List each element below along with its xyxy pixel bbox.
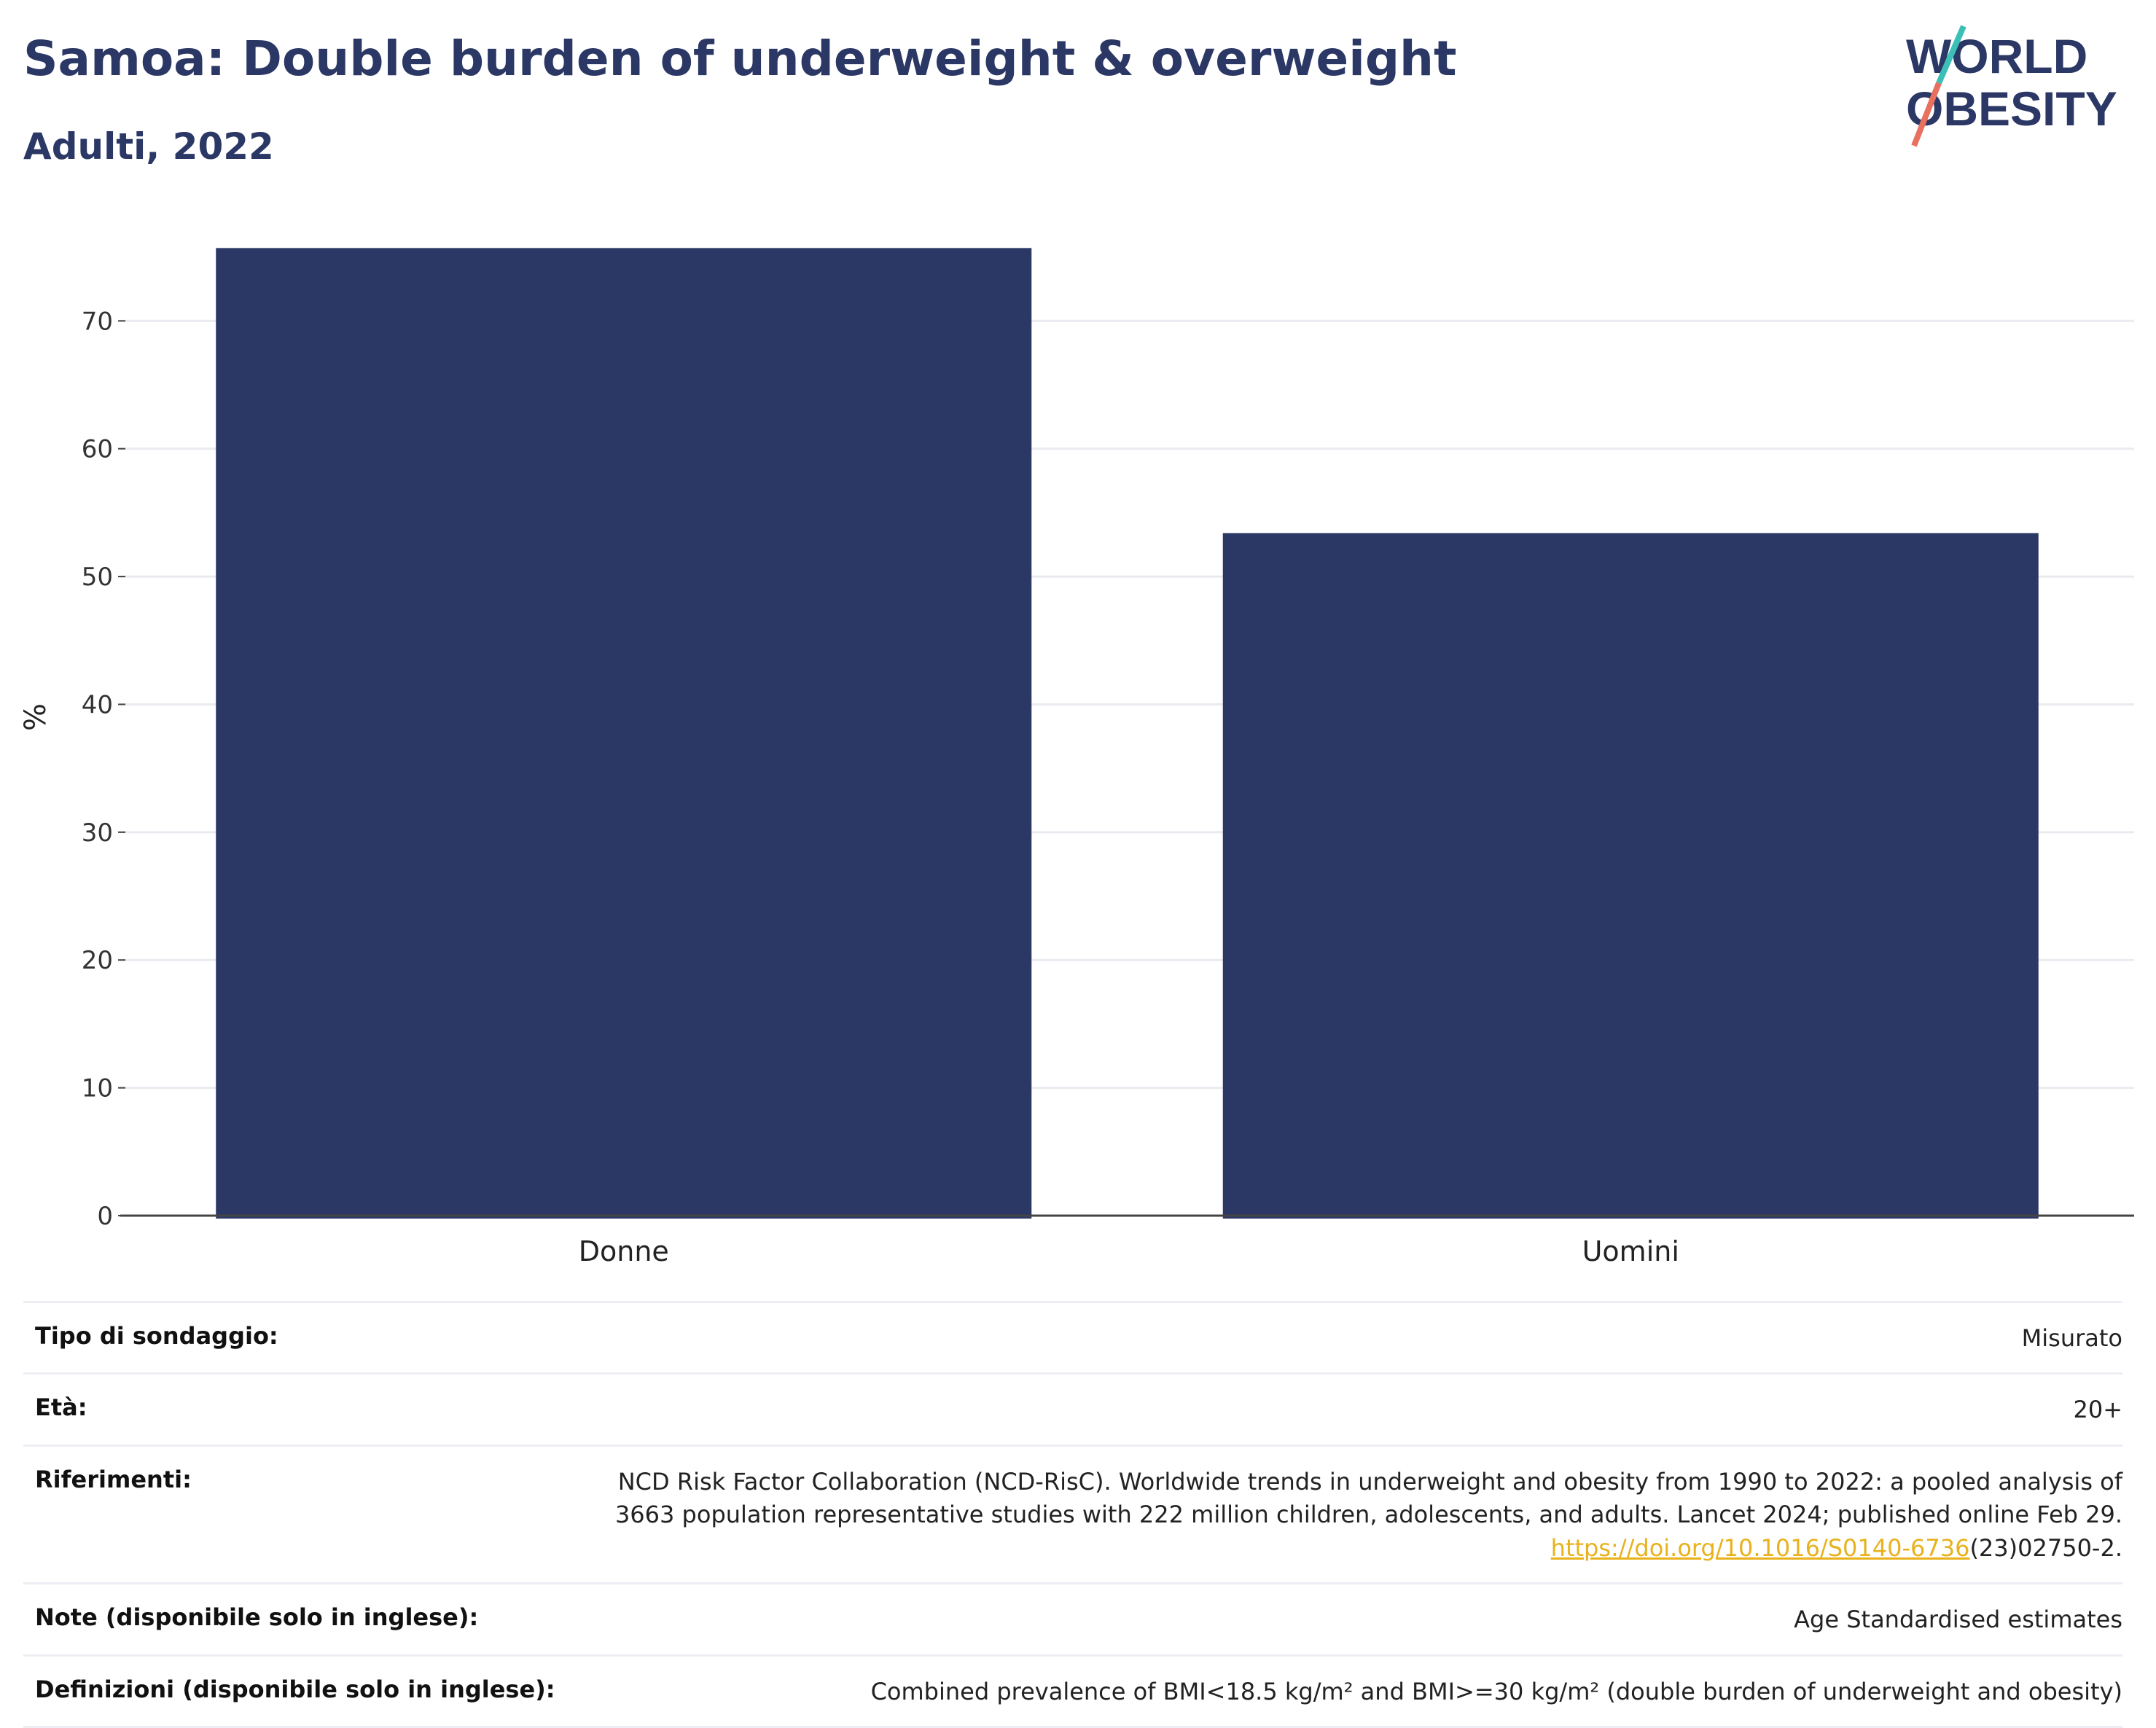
definitions-label: Definizioni (disponibile solo in inglese… [35,1675,555,1703]
survey-value: Misurato [2021,1324,2122,1352]
age-value: 20+ [2073,1396,2122,1424]
world-obesity-logo: WORLD OBESITY [1906,25,2117,147]
bar-uomini[interactable] [1222,533,2039,1219]
y-tick-label: 60 [82,435,113,464]
info-row-survey: Tipo di sondaggio: Misurato [23,1301,2122,1372]
notes-label: Note (disponibile solo in inglese): [35,1603,479,1632]
page-title: Samoa: Double burden of underweight & ov… [23,31,1457,87]
info-row-definitions: Definizioni (disponibile solo in inglese… [23,1654,2122,1728]
logo-slash-coral [1911,82,1942,147]
y-axis-ticks: 0 10 20 30 40 50 60 70 [82,307,125,1231]
y-tick-label: 20 [82,946,113,975]
references-doi-link[interactable]: https://doi.org/10.1016/S0140-6736 [1550,1533,1970,1562]
y-tick-label: 0 [97,1202,113,1231]
references-line1: NCD Risk Factor Collaboration (NCD-RisC)… [617,1467,2122,1496]
logo-slash-teal [1936,25,1966,85]
survey-label: Tipo di sondaggio: [35,1322,278,1350]
age-label: Età: [35,1393,87,1422]
x-axis-labels: Donne Uomini [579,1235,1679,1267]
y-tick-label: 70 [82,307,113,336]
page-subtitle: Adulti, 2022 [23,125,274,168]
y-axis-label: % [19,703,52,731]
references-label: Riferimenti: [35,1465,192,1493]
x-category-label: Donne [579,1235,669,1267]
logo-text-world: WORLD [1906,29,2087,83]
logo-text-obesity: OBESITY [1906,82,2117,136]
y-tick-label: 50 [82,563,113,592]
definitions-value: Combined prevalence of BMI<18.5 kg/m² an… [870,1677,2122,1705]
y-tick-label: 30 [82,818,113,848]
references-value: NCD Risk Factor Collaboration (NCD-RisC)… [615,1466,2122,1565]
info-row-references: Riferimenti: NCD Risk Factor Collaborati… [23,1444,2122,1582]
references-doi-suffix: (23)02750-2. [1969,1533,2122,1562]
x-category-label: Uomini [1582,1235,1679,1267]
bar-donne[interactable] [216,248,1032,1219]
info-row-notes: Note (disponibile solo in inglese): Age … [23,1582,2122,1654]
y-tick-label: 10 [82,1074,113,1103]
bar-chart: 0 10 20 30 40 50 60 70 Donne Uomini % [19,248,2134,1267]
references-line2: 3663 population representative studies w… [614,1501,2122,1529]
notes-value: Age Standardised estimates [1794,1606,2122,1634]
y-tick-label: 40 [82,690,113,719]
bars [216,248,2039,1219]
info-table: Tipo di sondaggio: Misurato Età: 20+ Rif… [23,1301,2122,1728]
info-row-age: Età: 20+ [23,1372,2122,1444]
